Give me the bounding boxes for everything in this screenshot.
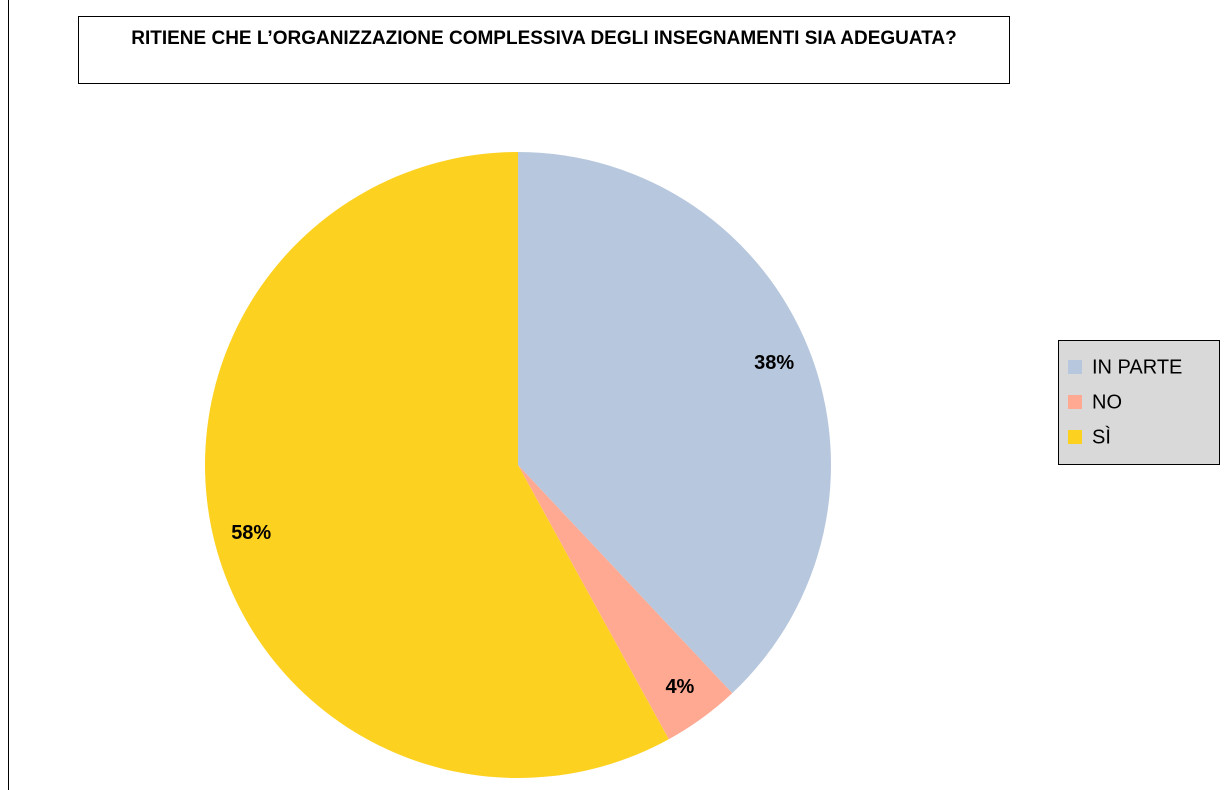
- data-label: 58%: [231, 522, 271, 544]
- legend-swatch: [1068, 395, 1082, 409]
- chart-title: RITIENE CHE L’ORGANIZZAZIONE COMPLESSIVA…: [78, 16, 1010, 84]
- legend-swatch: [1068, 430, 1082, 444]
- legend-swatch: [1068, 360, 1082, 374]
- legend-label: NO: [1092, 391, 1122, 413]
- pie-slice: [518, 152, 831, 694]
- data-label: 38%: [754, 352, 794, 374]
- legend-box: [1058, 340, 1220, 465]
- pie-slice: [204, 152, 669, 778]
- pie-slice: [518, 465, 733, 740]
- legend-label: IN PARTE: [1092, 356, 1182, 378]
- legend-label: SÌ: [1092, 425, 1111, 448]
- data-label: 4%: [665, 676, 694, 698]
